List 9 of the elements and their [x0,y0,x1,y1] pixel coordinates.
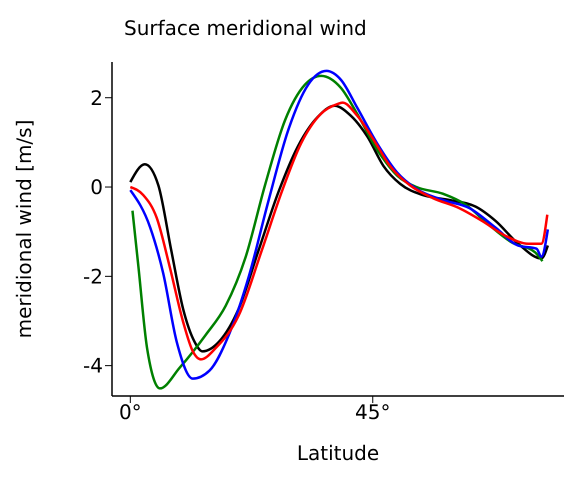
chart-title: Surface meridional wind [124,16,367,40]
x-axis-title: Latitude [296,441,380,465]
y-axis-title: meridional wind [m/s] [12,120,36,338]
y-tick-label: 2 [90,86,103,110]
y-tick-label: -4 [83,354,103,378]
y-tick-label: 0 [90,175,103,200]
y-tick-label: -2 [83,264,103,288]
x-tick-label: 0° [118,400,142,424]
x-tick-label: 45° [355,400,390,424]
